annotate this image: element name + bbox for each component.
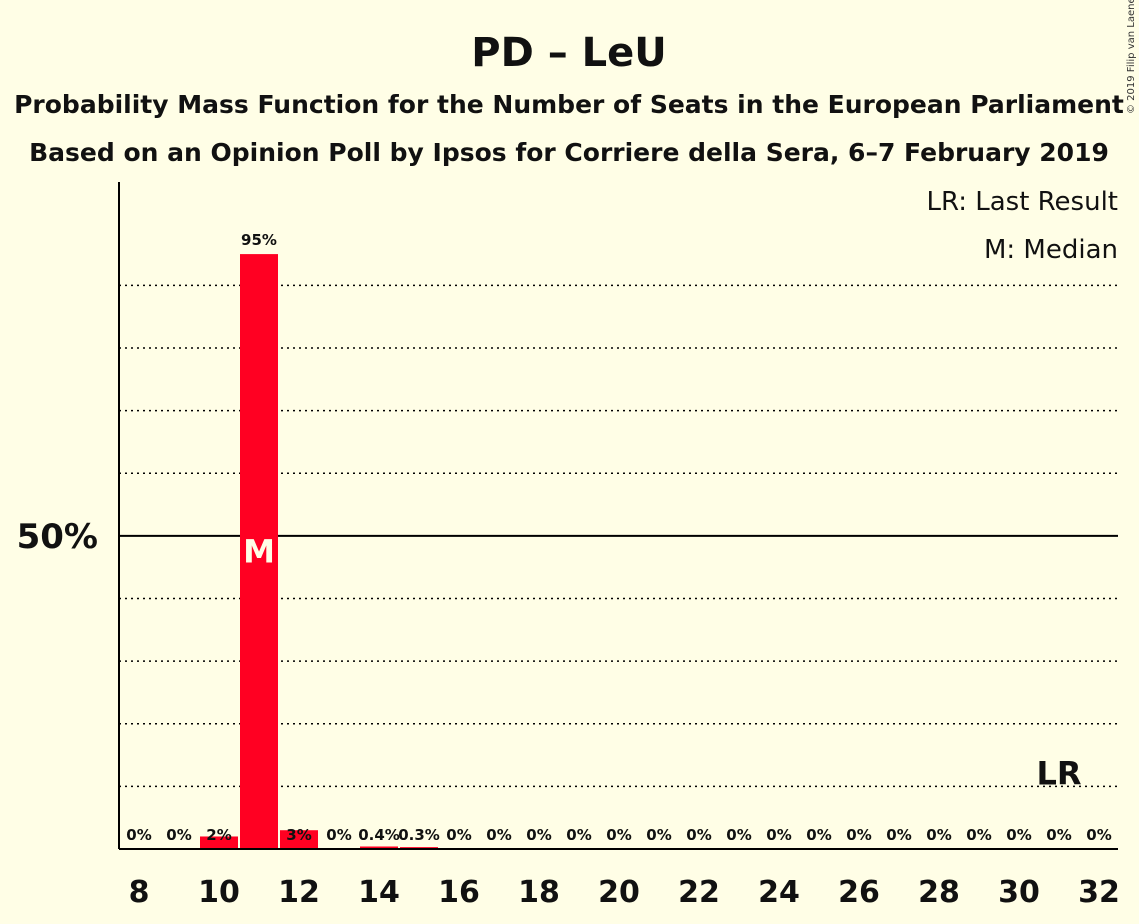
gridlines xyxy=(119,284,1118,788)
x-tick-label-24: 24 xyxy=(758,875,800,910)
x-tick-label-32: 32 xyxy=(1078,875,1120,910)
data-label-14: 0.4% xyxy=(358,826,400,844)
bar-10 xyxy=(200,836,238,849)
legend-median: M: Median xyxy=(984,235,1118,265)
data-label-16: 0% xyxy=(446,826,471,844)
data-label-26: 0% xyxy=(846,826,871,844)
x-tick-label-12: 12 xyxy=(278,875,320,910)
x-tick-label-14: 14 xyxy=(358,875,400,910)
x-tick-label-16: 16 xyxy=(438,875,480,910)
x-tick-label-22: 22 xyxy=(678,875,720,910)
data-label-21: 0% xyxy=(646,826,671,844)
x-tick-labels: 8 10 12 14 16 18 20 22 24 26 28 30 32 xyxy=(129,875,1120,910)
x-tick-label-30: 30 xyxy=(998,875,1040,910)
last-result-marker: LR xyxy=(1036,754,1081,792)
data-label-13: 0% xyxy=(326,826,351,844)
x-tick-label-20: 20 xyxy=(598,875,640,910)
data-label-11: 95% xyxy=(241,231,277,249)
data-label-9: 0% xyxy=(166,826,191,844)
chart-subtitle: Probability Mass Function for the Number… xyxy=(14,90,1124,119)
x-tick-label-8: 8 xyxy=(129,875,150,910)
data-label-12: 3% xyxy=(286,826,311,844)
x-tick-label-18: 18 xyxy=(518,875,560,910)
data-label-22: 0% xyxy=(686,826,711,844)
chart-subtitle-source: Based on an Opinion Poll by Ipsos for Co… xyxy=(29,138,1109,167)
data-label-10: 2% xyxy=(206,826,231,844)
data-label-29: 0% xyxy=(966,826,991,844)
bars xyxy=(200,254,438,849)
data-label-31: 0% xyxy=(1046,826,1071,844)
median-marker: M xyxy=(243,533,275,571)
data-label-24: 0% xyxy=(766,826,791,844)
data-label-19: 0% xyxy=(566,826,591,844)
bar-14 xyxy=(360,846,398,849)
data-label-23: 0% xyxy=(726,826,751,844)
data-label-8: 0% xyxy=(126,826,151,844)
chart-title: PD – LeU xyxy=(471,30,666,76)
bar-12 xyxy=(280,830,318,849)
data-label-32: 0% xyxy=(1086,826,1111,844)
data-label-30: 0% xyxy=(1006,826,1031,844)
data-label-25: 0% xyxy=(806,826,831,844)
data-label-28: 0% xyxy=(926,826,951,844)
legend-last-result: LR: Last Result xyxy=(926,187,1118,217)
x-tick-label-10: 10 xyxy=(198,875,240,910)
data-label-15: 0.3% xyxy=(398,826,440,844)
y-tick-label-50: 50% xyxy=(17,517,98,557)
data-label-20: 0% xyxy=(606,826,631,844)
data-label-17: 0% xyxy=(486,826,511,844)
bar-11 xyxy=(240,254,278,849)
data-labels: 0% 0% 2% 95% 3% 0% 0.4%0.3% 0% 0% 0% 0% 0% 0% 0% 0% 0% 0… xyxy=(126,231,1111,844)
x-tick-label-26: 26 xyxy=(838,875,880,910)
data-label-27: 0% xyxy=(886,826,911,844)
x-tick-label-28: 28 xyxy=(918,875,960,910)
copyright-note: © 2019 Filip van Laenen xyxy=(1126,0,1137,114)
data-label-18: 0% xyxy=(526,826,551,844)
